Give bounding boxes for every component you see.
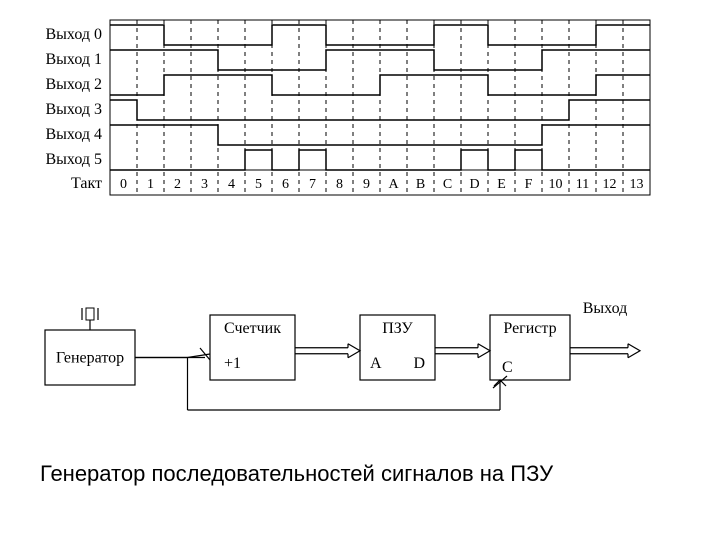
counter-label: Счетчик <box>224 320 281 337</box>
counter-sub: +1 <box>224 355 241 372</box>
tick-5: 5 <box>255 177 262 192</box>
tick-12: C <box>443 177 452 192</box>
register-port-c: C <box>502 359 513 376</box>
signal-label-5: Выход 5 <box>46 151 103 168</box>
tick-13: D <box>469 177 479 192</box>
rom-port-d: D <box>413 355 425 372</box>
rom-port-a: A <box>370 355 382 372</box>
tick-4: 4 <box>228 177 235 192</box>
tick-7: 7 <box>309 177 316 192</box>
tick-2: 2 <box>174 177 181 192</box>
tick-3: 3 <box>201 177 208 192</box>
tick-15: F <box>525 177 533 192</box>
signal-label-0: Выход 0 <box>46 26 103 43</box>
timing-diagram: Выход 0 Выход 1 Выход 2 Выход 3 Выход 4 Выход… <box>0 0 720 230</box>
signal-label-4: Выход 4 <box>46 126 103 143</box>
signal-label-2: Выход 2 <box>46 76 103 93</box>
tick-1: 1 <box>147 177 154 192</box>
tick-11: B <box>416 177 425 192</box>
tick-8: 8 <box>336 177 343 192</box>
tick-9: 9 <box>363 177 370 192</box>
register-label: Регистр <box>503 320 556 337</box>
tick-6: 6 <box>282 177 289 192</box>
signal-label-3: Выход 3 <box>46 101 103 118</box>
tick-16: 10 <box>549 177 563 192</box>
signal-label-1: Выход 1 <box>46 51 103 68</box>
tick-row-label: Такт <box>71 175 102 192</box>
output-label: Выход <box>583 300 628 317</box>
caption-text: Генератор последовательностей сигналов н… <box>40 460 680 489</box>
rom-label: ПЗУ <box>382 320 413 337</box>
tick-19: 13 <box>630 177 644 192</box>
block-diagram: Генератор Счетчик +1 ПЗУ A D Регистр C Выход <box>0 250 720 450</box>
tick-17: 11 <box>576 177 589 192</box>
tick-14: E <box>497 177 506 192</box>
generator-label: Генератор <box>56 350 124 367</box>
tick-0: 0 <box>120 177 127 192</box>
tick-18: 12 <box>603 177 617 192</box>
tick-10: A <box>388 177 399 192</box>
